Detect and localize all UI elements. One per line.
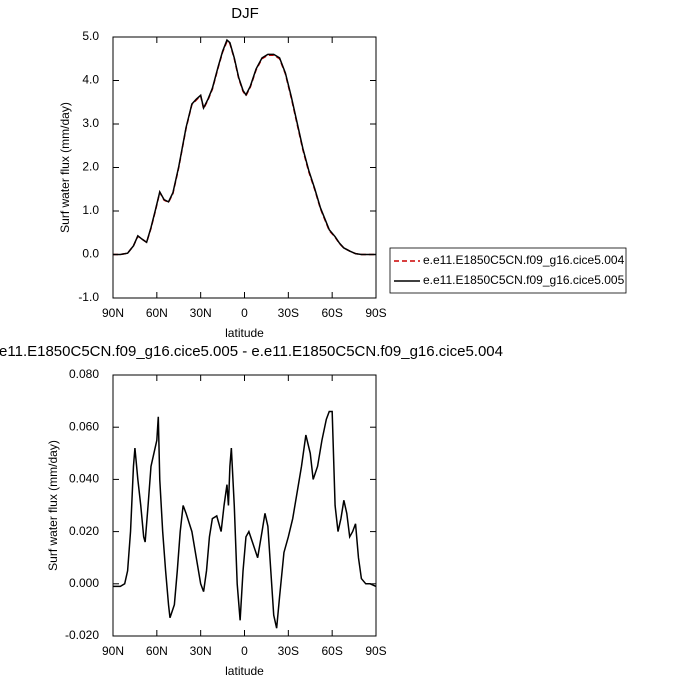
x-axis-label: latitude — [225, 664, 264, 678]
y-tick-label: -0.020 — [65, 628, 99, 642]
plot-frame — [112, 36, 377, 299]
chart-title: e.e11.E1850C5CN.f09_g16.cice5.005 - e.e1… — [0, 343, 503, 360]
x-tick-label: 60N — [146, 306, 168, 320]
x-tick-label: 30S — [278, 644, 299, 658]
x-axis-label: latitude — [225, 326, 264, 340]
y-tick-label: 2.0 — [82, 160, 99, 174]
x-tick-label: 90S — [365, 644, 386, 658]
y-tick-label: 4.0 — [82, 73, 99, 87]
legend-box — [389, 247, 627, 294]
x-tick-label: 30N — [190, 644, 212, 658]
y-axis-label: Surf water flux (mm/day) — [58, 102, 72, 233]
legend-label: e.e11.E1850C5CN.f09_g16.cice5.004 — [423, 253, 625, 267]
series-line — [113, 410, 377, 629]
x-tick-label: 60N — [146, 644, 168, 658]
y-tick-label: 0.060 — [69, 419, 99, 433]
x-tick-label: 90S — [365, 306, 386, 320]
y-tick-label: 0.020 — [69, 524, 99, 538]
y-tick-label: 0.0 — [82, 247, 99, 261]
x-tick-label: 90N — [102, 644, 124, 658]
x-tick-label: 90N — [102, 306, 124, 320]
y-tick-label: 3.0 — [82, 116, 99, 130]
x-tick-label: 0 — [241, 306, 248, 320]
plot-frame — [112, 374, 377, 637]
legend-label: e.e11.E1850C5CN.f09_g16.cice5.005 — [423, 273, 625, 287]
y-tick-label: 0.000 — [69, 576, 99, 590]
series-line — [113, 38, 376, 256]
x-tick-label: 60S — [321, 306, 342, 320]
x-tick-label: 0 — [241, 644, 248, 658]
y-tick-label: 0.080 — [69, 367, 99, 381]
y-axis-label: Surf water flux (mm/day) — [46, 440, 60, 571]
y-tick-label: 0.040 — [69, 472, 99, 486]
x-tick-label: 60S — [321, 644, 342, 658]
y-tick-label: -1.0 — [78, 290, 99, 304]
chart-title: DJF — [231, 5, 259, 22]
y-tick-label: 1.0 — [82, 203, 99, 217]
x-tick-label: 30N — [190, 306, 212, 320]
x-tick-label: 30S — [278, 306, 299, 320]
y-tick-label: 5.0 — [82, 29, 99, 43]
